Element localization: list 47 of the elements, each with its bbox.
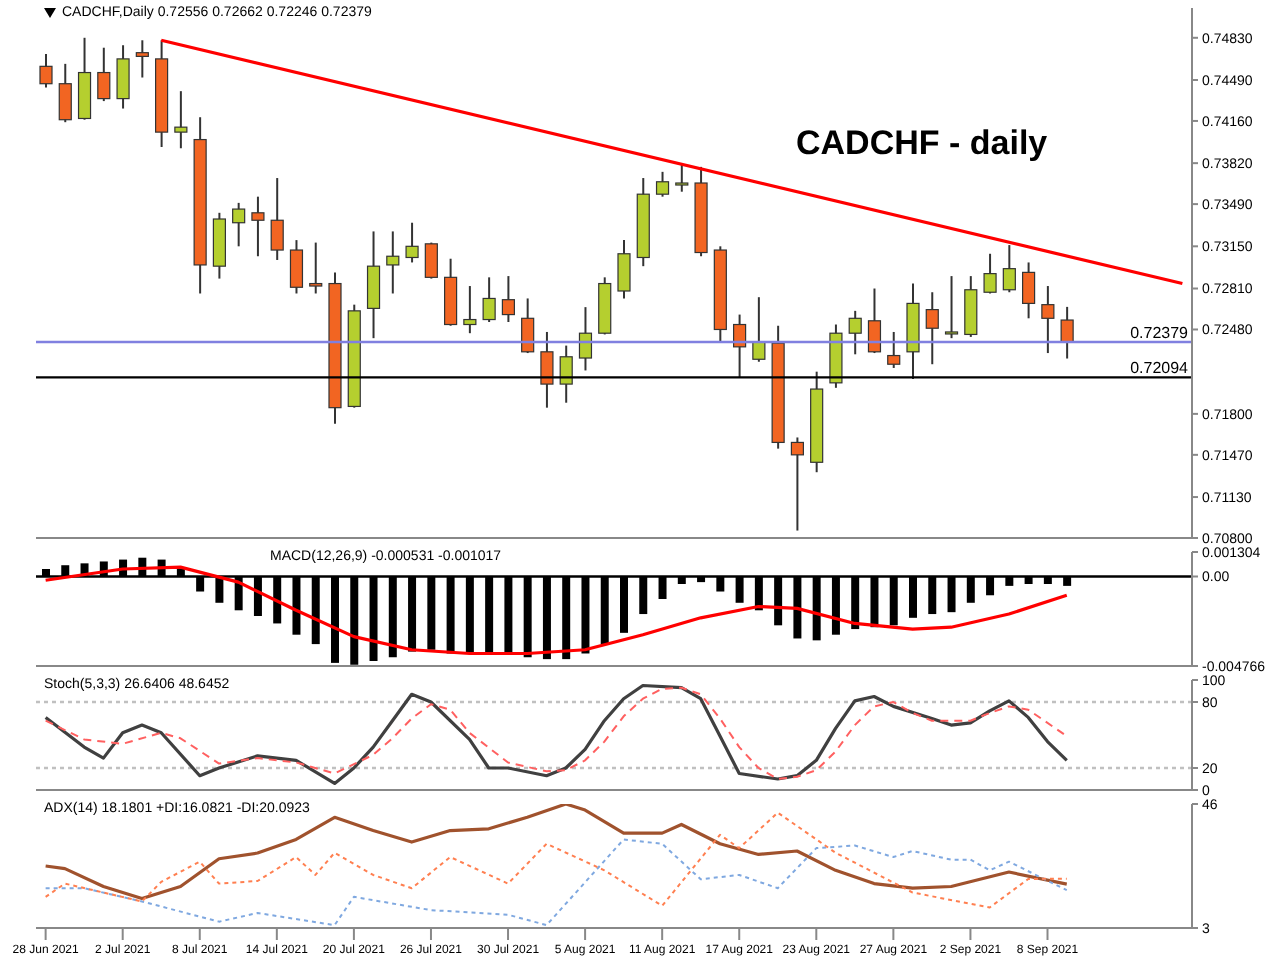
candlestick — [58, 62, 72, 124]
candlestick — [289, 239, 304, 295]
candlestick — [1022, 261, 1036, 320]
candlestick — [540, 330, 554, 409]
candlestick — [521, 297, 535, 355]
candlestick — [386, 230, 400, 295]
candlestick — [944, 275, 959, 340]
line-series — [44, 838, 1068, 927]
candlestick — [212, 211, 226, 280]
candlestick — [424, 241, 438, 280]
ref-line-label: 0.72094 — [1130, 359, 1190, 378]
candlestick — [1041, 285, 1055, 355]
candlestick — [39, 52, 53, 89]
candlestick — [97, 46, 111, 103]
candlestick — [251, 195, 265, 258]
candlestick — [925, 291, 939, 366]
candlestick — [1060, 305, 1074, 360]
candlestick — [116, 44, 130, 110]
candlestick — [77, 36, 92, 121]
candlestick — [867, 287, 882, 355]
candlestick — [135, 39, 149, 79]
candlestick — [463, 285, 477, 335]
annotation: CADCHF - daily — [796, 124, 1048, 164]
candlestick — [790, 436, 804, 532]
candlestick — [232, 201, 246, 248]
candlestick — [501, 275, 515, 324]
candlestick — [733, 313, 747, 379]
candlestick — [655, 170, 670, 198]
candlestick — [366, 230, 381, 340]
ref-line-label: 0.72379 — [1130, 324, 1190, 343]
candlestick — [444, 257, 458, 327]
candlestick — [983, 252, 997, 295]
candlestick — [309, 241, 323, 295]
candlestick — [270, 177, 284, 261]
candlestick — [559, 344, 573, 404]
candlestick — [752, 296, 766, 363]
candlestick — [675, 162, 689, 193]
line-series — [44, 565, 1069, 656]
candlestick — [1002, 244, 1016, 294]
candlestick — [174, 90, 188, 150]
candlestick — [405, 221, 419, 264]
candlestick — [848, 309, 862, 356]
candlestick — [617, 239, 631, 300]
candlestick — [964, 275, 978, 338]
candlestick — [887, 330, 901, 369]
candlestick — [578, 306, 593, 372]
candlestick — [482, 276, 496, 324]
